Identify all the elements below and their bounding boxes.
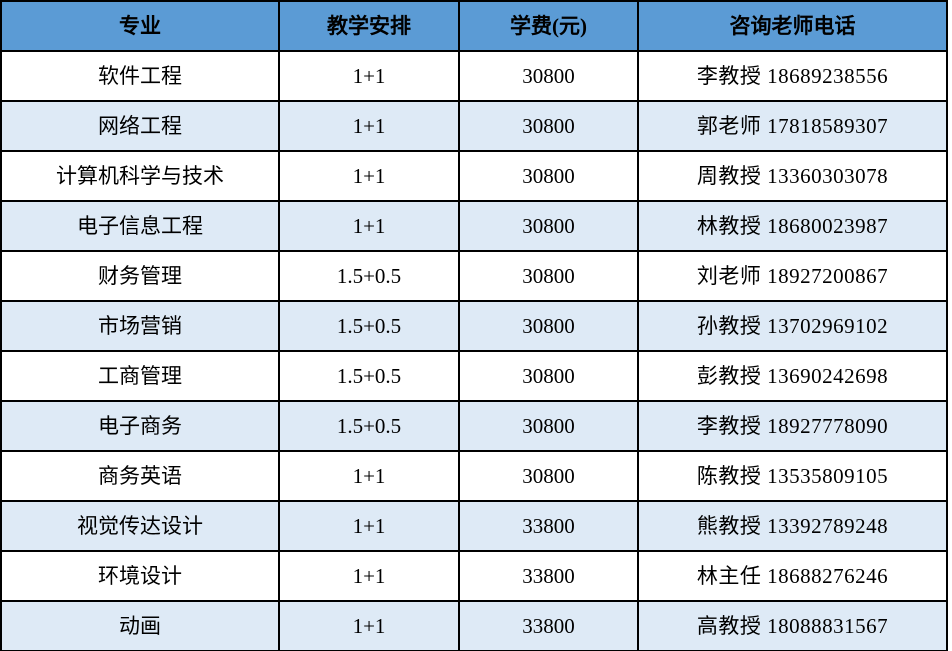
cell-tuition: 30800	[458, 350, 639, 402]
cell-arrangement: 1.5+0.5	[278, 250, 460, 302]
cell-major: 软件工程	[0, 50, 280, 102]
cell-tuition: 30800	[458, 300, 639, 352]
table-row: 市场营销 1.5+0.5 30800 孙教授 13702969102	[0, 300, 948, 352]
cell-tuition: 33800	[458, 500, 639, 552]
table-header: 专业 教学安排 学费(元) 咨询老师电话	[0, 0, 948, 52]
table-row: 动画 1+1 33800 高教授 18088831567	[0, 600, 948, 651]
cell-arrangement: 1+1	[278, 550, 460, 602]
cell-arrangement: 1+1	[278, 600, 460, 651]
header-major: 专业	[0, 0, 280, 52]
cell-major: 商务英语	[0, 450, 280, 502]
cell-arrangement: 1+1	[278, 500, 460, 552]
table-row: 软件工程 1+1 30800 李教授 18689238556	[0, 50, 948, 102]
cell-contact: 陈教授 13535809105	[637, 450, 948, 502]
cell-contact: 刘老师 18927200867	[637, 250, 948, 302]
cell-major: 网络工程	[0, 100, 280, 152]
cell-arrangement: 1.5+0.5	[278, 300, 460, 352]
header-arrangement: 教学安排	[278, 0, 460, 52]
table-row: 财务管理 1.5+0.5 30800 刘老师 18927200867	[0, 250, 948, 302]
cell-contact: 彭教授 13690242698	[637, 350, 948, 402]
header-row: 专业 教学安排 学费(元) 咨询老师电话	[0, 0, 948, 52]
table-row: 工商管理 1.5+0.5 30800 彭教授 13690242698	[0, 350, 948, 402]
cell-contact: 林教授 18680023987	[637, 200, 948, 252]
cell-arrangement: 1+1	[278, 100, 460, 152]
cell-major: 动画	[0, 600, 280, 651]
table-row: 电子信息工程 1+1 30800 林教授 18680023987	[0, 200, 948, 252]
cell-arrangement: 1+1	[278, 450, 460, 502]
cell-contact: 熊教授 13392789248	[637, 500, 948, 552]
table-row: 视觉传达设计 1+1 33800 熊教授 13392789248	[0, 500, 948, 552]
header-tuition: 学费(元)	[458, 0, 639, 52]
table-row: 商务英语 1+1 30800 陈教授 13535809105	[0, 450, 948, 502]
cell-tuition: 30800	[458, 400, 639, 452]
cell-major: 电子商务	[0, 400, 280, 452]
cell-contact: 孙教授 13702969102	[637, 300, 948, 352]
cell-tuition: 30800	[458, 200, 639, 252]
cell-contact: 高教授 18088831567	[637, 600, 948, 651]
cell-contact: 林主任 18688276246	[637, 550, 948, 602]
cell-tuition: 30800	[458, 250, 639, 302]
table-body: 软件工程 1+1 30800 李教授 18689238556 网络工程 1+1 30800 郭…	[0, 50, 948, 651]
cell-major: 财务管理	[0, 250, 280, 302]
cell-tuition: 33800	[458, 550, 639, 602]
table-row: 环境设计 1+1 33800 林主任 18688276246	[0, 550, 948, 602]
cell-contact: 李教授 18927778090	[637, 400, 948, 452]
cell-major: 电子信息工程	[0, 200, 280, 252]
table-row: 电子商务 1.5+0.5 30800 李教授 18927778090	[0, 400, 948, 452]
table-row: 计算机科学与技术 1+1 30800 周教授 13360303078	[0, 150, 948, 202]
cell-major: 计算机科学与技术	[0, 150, 280, 202]
cell-contact: 李教授 18689238556	[637, 50, 948, 102]
cell-contact: 周教授 13360303078	[637, 150, 948, 202]
cell-contact: 郭老师 17818589307	[637, 100, 948, 152]
cell-arrangement: 1.5+0.5	[278, 400, 460, 452]
cell-major: 视觉传达设计	[0, 500, 280, 552]
cell-arrangement: 1+1	[278, 200, 460, 252]
cell-arrangement: 1.5+0.5	[278, 350, 460, 402]
cell-arrangement: 1+1	[278, 150, 460, 202]
header-contact: 咨询老师电话	[637, 0, 948, 52]
cell-tuition: 30800	[458, 50, 639, 102]
cell-arrangement: 1+1	[278, 50, 460, 102]
table-row: 网络工程 1+1 30800 郭老师 17818589307	[0, 100, 948, 152]
cell-tuition: 33800	[458, 600, 639, 651]
cell-major: 市场营销	[0, 300, 280, 352]
cell-tuition: 30800	[458, 450, 639, 502]
cell-major: 工商管理	[0, 350, 280, 402]
cell-tuition: 30800	[458, 150, 639, 202]
cell-tuition: 30800	[458, 100, 639, 152]
cell-major: 环境设计	[0, 550, 280, 602]
